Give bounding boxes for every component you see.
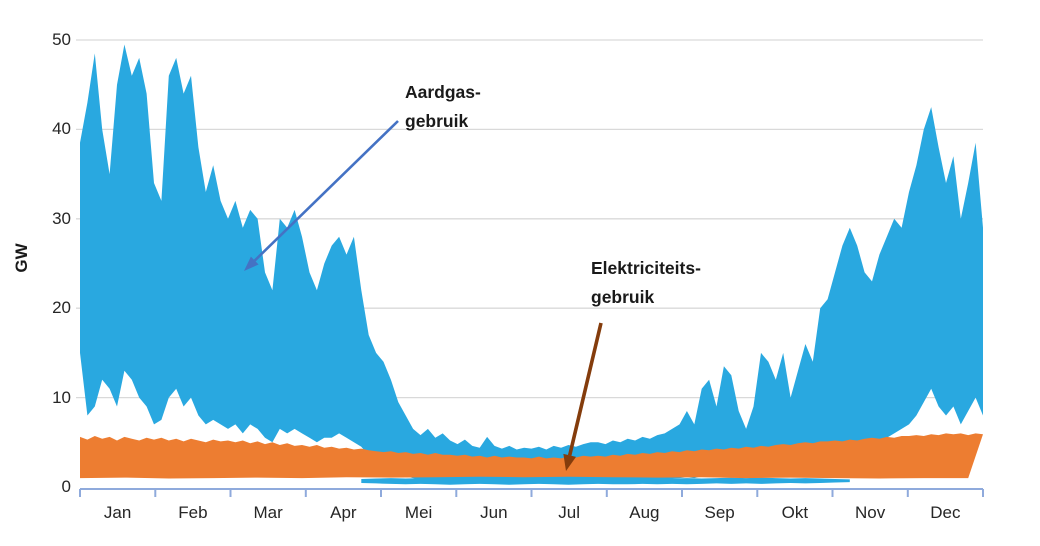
x-tick-label-dec: Dec — [930, 503, 961, 522]
y-tick-label-30: 30 — [52, 208, 71, 228]
x-tick-label-okt: Okt — [781, 503, 809, 522]
annotation-gas-label: Aardgas- gebruik — [405, 78, 481, 136]
annotation-elec-line2: gebruik — [591, 287, 655, 307]
annotation-gas-line2: gebruik — [405, 111, 469, 131]
x-tick-label-jan: Jan — [103, 503, 132, 522]
gas-night-strip-area — [361, 477, 850, 485]
y-tick-label-20: 20 — [52, 298, 71, 318]
y-tick-label-50: 50 — [52, 30, 71, 49]
y-axis-title: GW — [12, 243, 31, 273]
elec-arrow-head — [563, 453, 577, 471]
x-tick-label-aug: Aug — [629, 503, 660, 522]
x-tick-label-nov: Nov — [855, 503, 886, 522]
y-tick-label-40: 40 — [52, 119, 71, 139]
x-tick-label-apr: Apr — [330, 503, 357, 522]
y-tick-label-0: 0 — [61, 477, 71, 496]
gas-arrow — [253, 120, 399, 262]
y-tick-label-10: 10 — [52, 387, 71, 407]
annotation-elec-label: Elektriciteits- gebruik — [591, 254, 701, 312]
annotation-elec-line1: Elektriciteits- — [591, 258, 701, 278]
x-tick-label-feb: Feb — [178, 503, 208, 522]
x-tick-label-mei: Mei — [404, 503, 433, 522]
x-tick-label-mar: Mar — [253, 503, 283, 522]
x-tick-label-jul: Jul — [558, 503, 580, 522]
gas-arrow-head — [244, 256, 259, 271]
gas-area — [80, 44, 983, 483]
elec-area — [80, 433, 983, 479]
x-tick-label-sep: Sep — [704, 503, 735, 522]
elec-arrow — [567, 322, 603, 456]
x-axis-line — [79, 488, 984, 497]
annotation-gas-line1: Aardgas- — [405, 82, 481, 102]
x-tick-label-jun: Jun — [480, 503, 508, 522]
